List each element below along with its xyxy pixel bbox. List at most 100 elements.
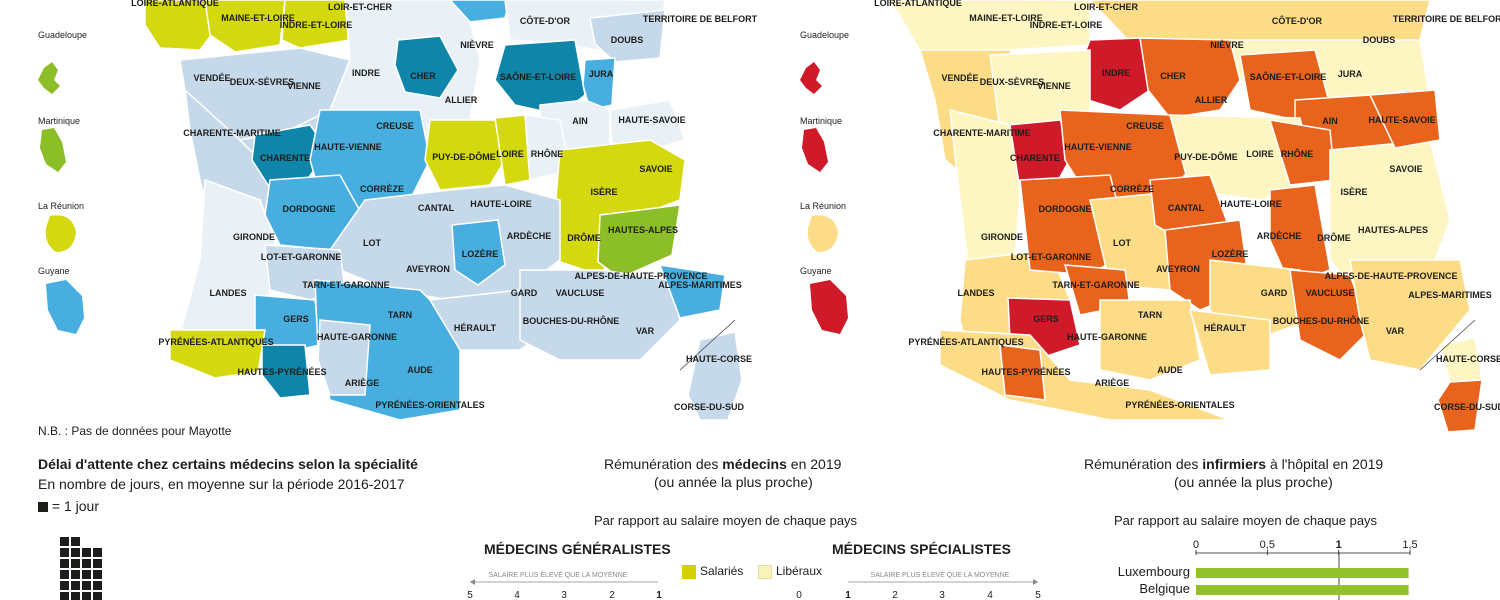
svg-text:VAR: VAR — [1386, 326, 1405, 336]
svg-text:LOZÈRE: LOZÈRE — [462, 249, 499, 259]
gp-axis: SALAIRE PLUS ÉLEVÉ QUE LA MOYENNE 5 4 3 … — [467, 570, 662, 600]
svg-text:HAUTE-SAVOIE: HAUTE-SAVOIE — [1368, 115, 1435, 125]
gp-tick-1: 1 — [656, 590, 662, 600]
region-haute-garonne-pale — [317, 319, 371, 396]
svg-text:AUDE: AUDE — [1157, 365, 1183, 375]
svg-text:CHARENTE: CHARENTE — [1010, 153, 1060, 163]
svg-text:AVEYRON: AVEYRON — [1156, 264, 1200, 274]
svg-text:LOT-ET-GARONNE: LOT-ET-GARONNE — [1011, 252, 1092, 262]
svg-text:HAUTES-ALPES: HAUTES-ALPES — [1358, 225, 1428, 235]
svg-text:MAINE-ET-LOIRE: MAINE-ET-LOIRE — [969, 13, 1043, 23]
svg-text:LOIRE: LOIRE — [1246, 149, 1274, 159]
wait-title: Délai d'attente chez certains médecins s… — [38, 456, 418, 472]
left-department-labels: LOIRE-ATLANTIQUE MAINE-ET-LOIRE INDRE-ET… — [131, 0, 758, 412]
svg-text:HÉRAULT: HÉRAULT — [454, 323, 497, 333]
svg-text:HAUTES-ALPES: HAUTES-ALPES — [608, 225, 678, 235]
svg-text:DRÔME: DRÔME — [1317, 232, 1351, 243]
svg-text:ISÈRE: ISÈRE — [590, 187, 617, 197]
svg-text:DEUX-SÈVRES: DEUX-SÈVRES — [980, 77, 1045, 87]
region-lozere-mid — [451, 219, 506, 286]
left-overseas-labels: Guadeloupe Martinique La Réunion Guyane — [38, 30, 87, 276]
svg-text:HAUTES-PYRÉNÉES: HAUTES-PYRÉNÉES — [981, 367, 1070, 377]
svg-text:LANDES: LANDES — [957, 288, 994, 298]
svg-text:LANDES: LANDES — [209, 288, 246, 298]
spec-axis-note: SALAIRE PLUS ÉLEVÉ QUE LA MOYENNE — [871, 570, 1010, 579]
svg-text:Guyane: Guyane — [38, 266, 70, 276]
svg-text:CORRÈZE: CORRÈZE — [360, 184, 404, 194]
svg-text:CREUSE: CREUSE — [1126, 121, 1164, 131]
svg-text:Martinique: Martinique — [800, 116, 842, 126]
nurses-title: Rémunération des infirmiers à l'hôpital … — [1084, 456, 1384, 472]
nurse-bar-chart: 0 0,5 1 1,5 Luxembourg Belgique — [1118, 539, 1418, 600]
guadeloupe-shape — [38, 62, 60, 94]
svg-text:VENDÉE: VENDÉE — [193, 73, 230, 83]
svg-text:NIÈVRE: NIÈVRE — [1210, 40, 1244, 50]
svg-text:SAÔNE-ET-LOIRE: SAÔNE-ET-LOIRE — [1250, 71, 1327, 82]
liberal-swatch — [758, 564, 772, 579]
svg-text:SAVOIE: SAVOIE — [639, 164, 672, 174]
region-maine-yellow — [204, 0, 286, 53]
region-hsavoie-white — [609, 99, 686, 151]
svg-text:JURA: JURA — [589, 69, 614, 79]
svg-text:HÉRAULT: HÉRAULT — [1204, 323, 1247, 333]
svg-text:ALPES-MARITIMES: ALPES-MARITIMES — [658, 280, 742, 290]
svg-text:NIÈVRE: NIÈVRE — [460, 40, 494, 50]
svg-text:TARN-ET-GARONNE: TARN-ET-GARONNE — [302, 280, 389, 290]
right-department-labels: LOIRE-ATLANTIQUE MAINE-ET-LOIRE INDRE-ET… — [874, 0, 1500, 412]
region-doubs-pale — [589, 9, 666, 63]
svg-text:CORSE-DU-SUD: CORSE-DU-SUD — [1434, 402, 1500, 412]
spec-tick-5: 5 — [1035, 590, 1041, 600]
r-region-hautes-pyr-orange — [999, 344, 1046, 401]
legend-salaried: Salariés — [682, 564, 743, 579]
guyane-shape — [46, 280, 84, 334]
svg-text:Guadeloupe: Guadeloupe — [38, 30, 87, 40]
svg-text:AUDE: AUDE — [407, 365, 433, 375]
svg-text:SAVOIE: SAVOIE — [1389, 164, 1422, 174]
svg-text:HAUTES-PYRÉNÉES: HAUTES-PYRÉNÉES — [237, 367, 326, 377]
svg-text:ALLIER: ALLIER — [445, 95, 478, 105]
gp-tick-4: 4 — [514, 590, 520, 600]
svg-text:PYRÉNÉES-ATLANTIQUES: PYRÉNÉES-ATLANTIQUES — [908, 337, 1023, 347]
region-alpes-mar-mid — [658, 264, 726, 319]
svg-text:ALPES-MARITIMES: ALPES-MARITIMES — [1408, 290, 1492, 300]
svg-text:HAUTE-LOIRE: HAUTE-LOIRE — [470, 199, 532, 209]
svg-text:PUY-DE-DÔME: PUY-DE-DÔME — [1174, 151, 1238, 162]
svg-text:GARD: GARD — [511, 288, 538, 298]
right-overseas-labels: Guadeloupe Martinique La Réunion Guyane — [800, 30, 849, 276]
svg-text:VIENNE: VIENNE — [1037, 81, 1071, 91]
unit-label: = 1 jour — [51, 498, 99, 514]
svg-text:PYRÉNÉES-ORIENTALES: PYRÉNÉES-ORIENTALES — [1125, 400, 1234, 410]
svg-text:LOT-ET-GARONNE: LOT-ET-GARONNE — [261, 252, 342, 262]
svg-text:DRÔME: DRÔME — [567, 232, 601, 243]
spec-tick-0: 0 — [796, 590, 802, 600]
svg-text:CHARENTE-MARITIME: CHARENTE-MARITIME — [933, 128, 1031, 138]
gp-title: MÉDECINS GÉNÉRALISTES — [484, 541, 671, 557]
gp-tick-5: 5 — [467, 590, 473, 600]
wait-unit-legend: = 1 jour — [38, 498, 99, 514]
svg-text:HAUTE-VIENNE: HAUTE-VIENNE — [1064, 142, 1132, 152]
svg-text:AIN: AIN — [572, 116, 588, 126]
svg-text:CORSE-DU-SUD: CORSE-DU-SUD — [674, 402, 745, 412]
spec-tick-2: 2 — [892, 590, 898, 600]
svg-text:GERS: GERS — [283, 314, 309, 324]
svg-text:TERRITOIRE DE BELFORT: TERRITOIRE DE BELFORT — [643, 14, 758, 24]
svg-text:HAUTE-VIENNE: HAUTE-VIENNE — [314, 142, 382, 152]
gp-tick-3: 3 — [561, 590, 567, 600]
days-square-stack — [60, 537, 102, 600]
reunion-shape — [45, 215, 76, 252]
svg-text:PYRÉNÉES-ORIENTALES: PYRÉNÉES-ORIENTALES — [375, 400, 484, 410]
svg-text:CHER: CHER — [410, 71, 436, 81]
svg-text:Martinique: Martinique — [38, 116, 80, 126]
svg-text:HAUTE-GARONNE: HAUTE-GARONNE — [1067, 332, 1147, 342]
svg-text:PUY-DE-DÔME: PUY-DE-DÔME — [432, 151, 496, 162]
nurse-bars: Luxembourg Belgique — [1118, 564, 1409, 596]
svg-text:Guyane: Guyane — [800, 266, 832, 276]
svg-text:LOT: LOT — [1113, 238, 1131, 248]
spec-tick-1: 1 — [845, 590, 851, 600]
svg-text:LOT: LOT — [363, 238, 381, 248]
svg-text:INDRE: INDRE — [1102, 68, 1130, 78]
guyane-shape-right — [810, 280, 848, 334]
region-cher-dark — [394, 35, 459, 99]
reunion-shape-right — [807, 215, 838, 252]
mayotte-note: N.B. : Pas de données pour Mayotte — [38, 424, 232, 438]
